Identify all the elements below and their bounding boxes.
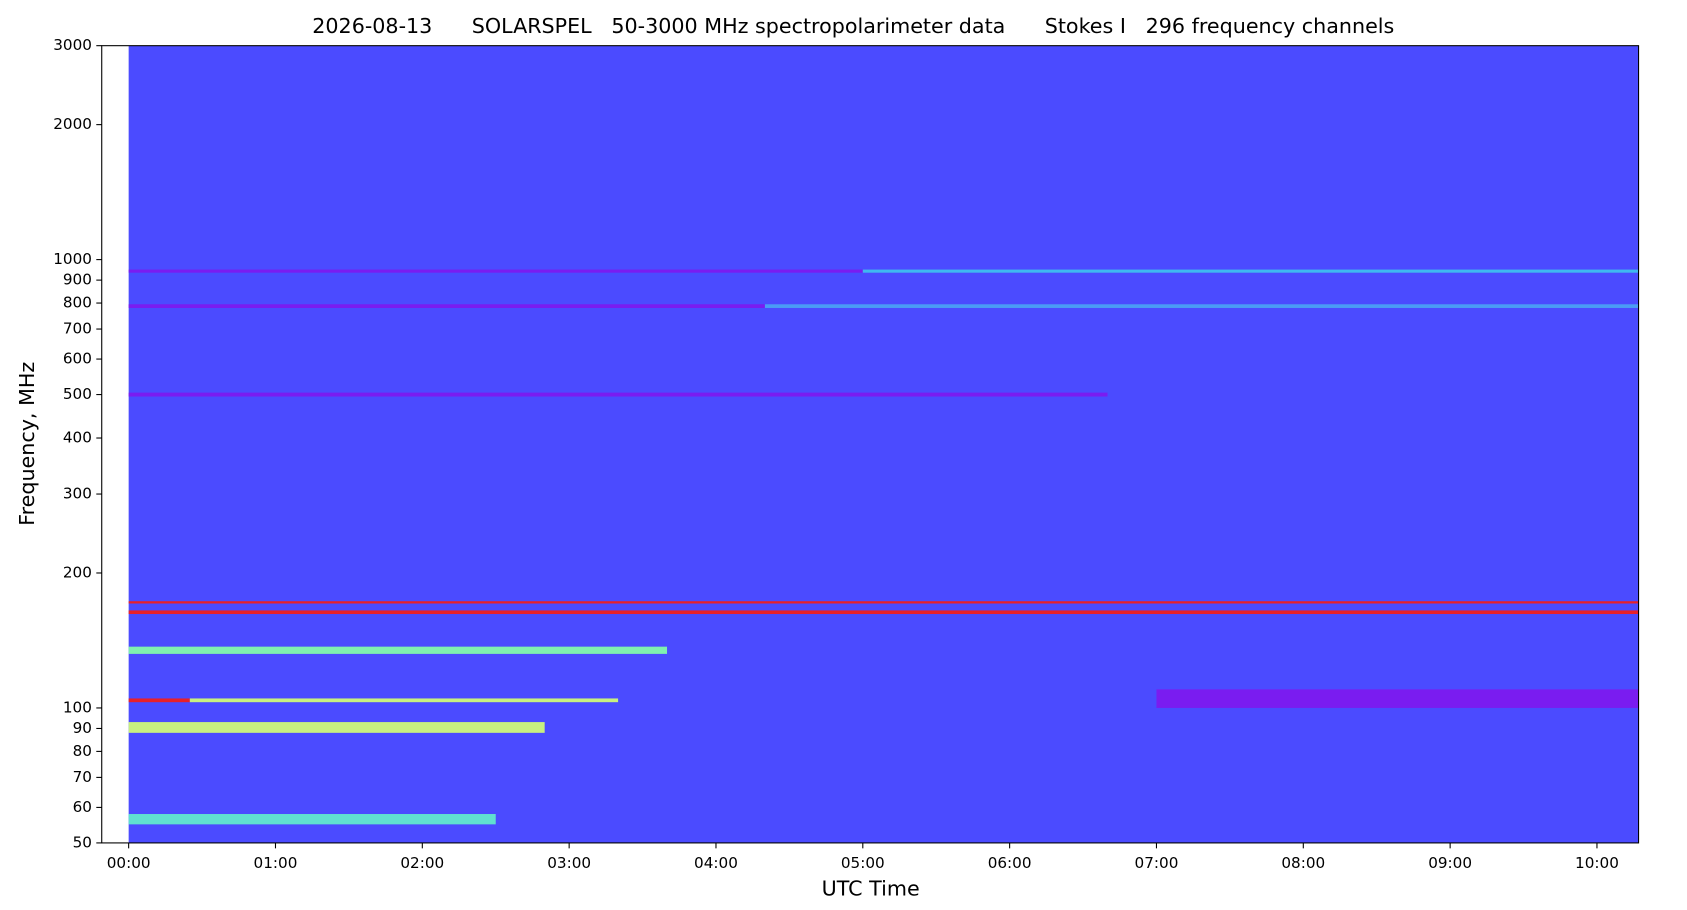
spectral-band [1156,689,1639,708]
x-tick-label: 00:00 [107,854,151,872]
y-axis-label: Frequency, MHz [15,362,39,526]
y-tick-label: 200 [63,563,92,581]
y-tick-label: 70 [73,768,92,786]
y-tick-label: 100 [63,698,92,716]
y-tick-label: 90 [73,719,92,737]
y-tick-label: 500 [63,385,92,403]
y-tick-label: 900 [63,271,92,289]
spectral-band [189,698,619,703]
x-tick-label: 10:00 [1575,854,1619,872]
spectral-band [128,646,668,654]
y-tick-label: 800 [63,294,92,312]
spectral-band [862,269,1639,273]
spectral-band [764,304,1639,308]
x-tick-label: 04:00 [694,854,738,872]
x-tick-label: 03:00 [547,854,591,872]
x-tick-label: 02:00 [400,854,444,872]
y-tick-label: 3000 [53,36,92,54]
x-tick-label: 07:00 [1135,854,1179,872]
spectral-band [128,392,1108,397]
y-tick-label: 600 [63,350,92,368]
y-tick-label: 60 [73,798,92,816]
y-tick-label: 80 [73,742,92,760]
spectral-band [128,698,190,703]
spectral-band [128,722,545,733]
x-tick-label: 08:00 [1281,854,1325,872]
y-tick-label: 400 [63,429,92,447]
x-tick-label: 09:00 [1428,854,1472,872]
y-tick-label: 1000 [53,250,92,268]
spectral-band [128,269,863,273]
y-tick-label: 50 [73,833,92,851]
spectral-band [128,610,1639,615]
x-tick-label: 01:00 [254,854,298,872]
y-tick-label: 2000 [53,115,92,133]
spectral-band [128,304,765,308]
x-axis-label: UTC Time [822,877,920,901]
x-tick-label: 06:00 [988,854,1032,872]
spectral-band [128,814,496,825]
spectral-band [128,601,1639,604]
x-tick-label: 05:00 [841,854,885,872]
y-tick-label: 300 [63,485,92,503]
spectrogram-background [128,45,1639,843]
plot-frame [101,45,1640,844]
chart-title: 2026-08-13 SOLARSPEL 50-3000 MHz spectro… [312,14,1394,38]
y-tick-label: 700 [63,320,92,338]
